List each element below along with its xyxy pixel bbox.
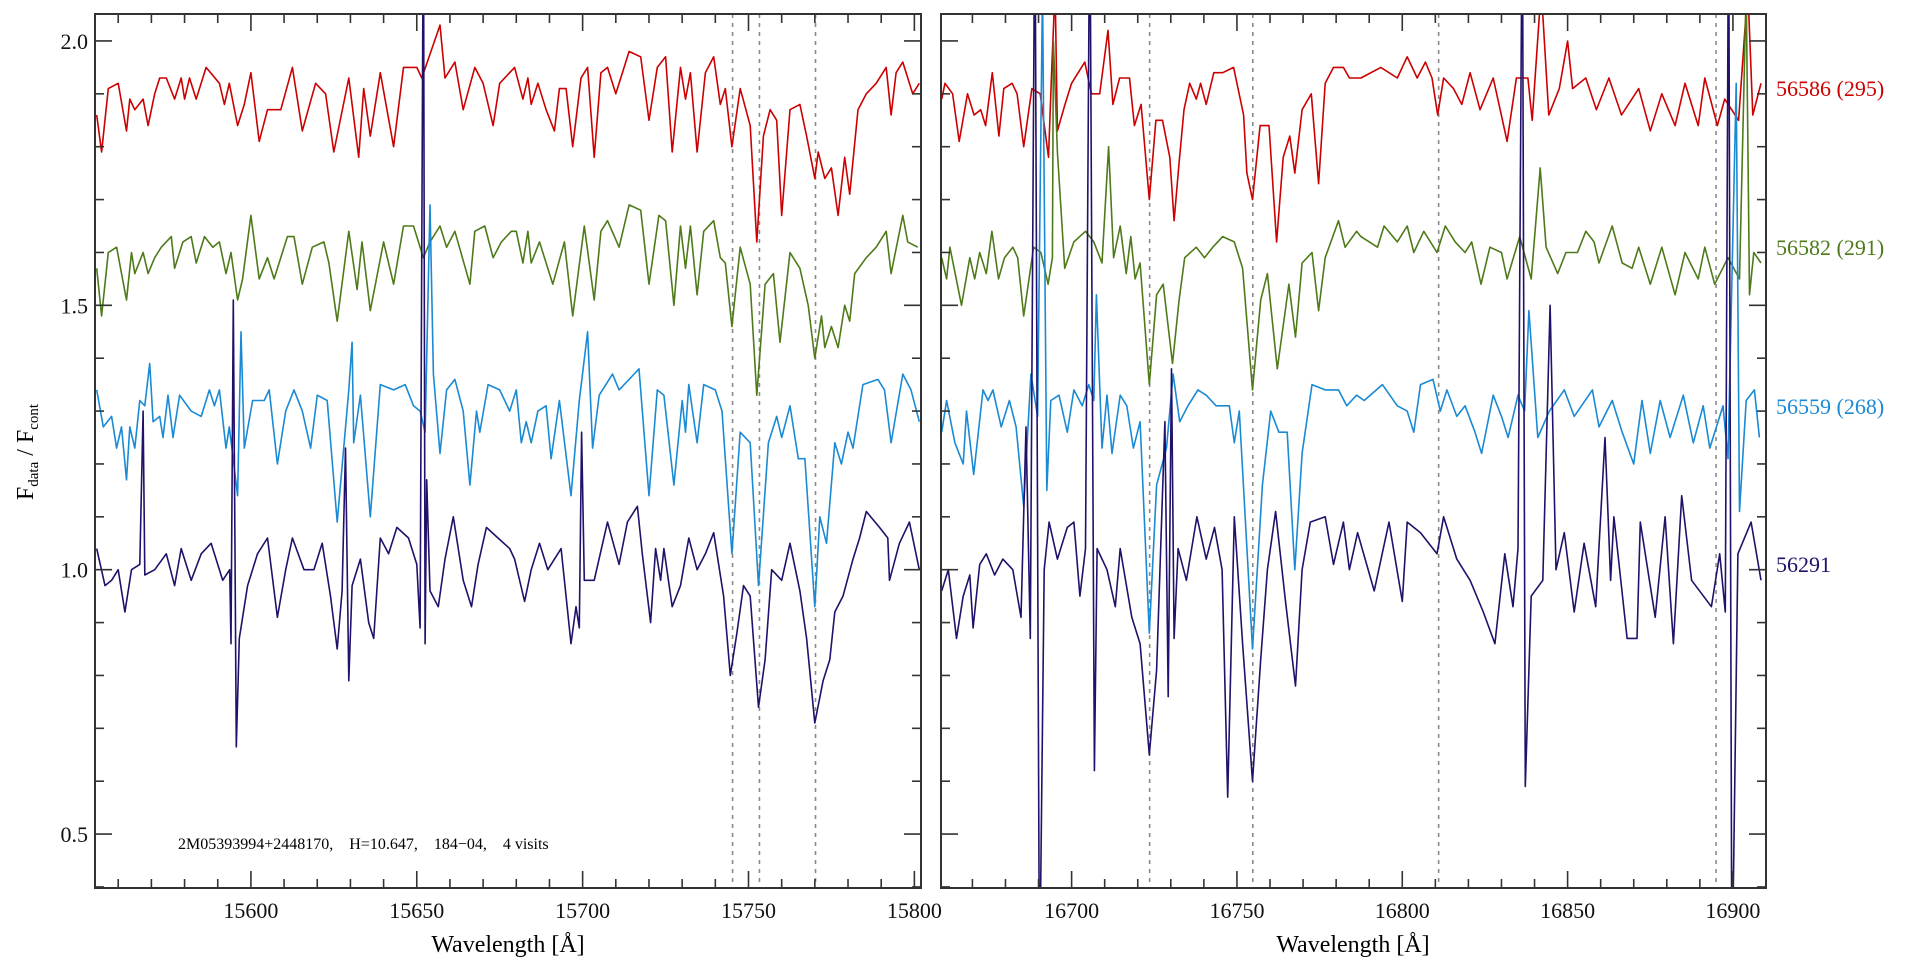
x-tick-label: 15600 (223, 898, 278, 923)
x-tick-label: 16750 (1209, 898, 1264, 923)
x-tick-label: 15800 (887, 898, 942, 923)
series-label-56291: 56291 (1776, 552, 1831, 577)
series-group (95, 14, 921, 748)
y-tick-label: 0.5 (61, 822, 89, 847)
x-tick-label: 16700 (1044, 898, 1099, 923)
x-tick-label: 16850 (1540, 898, 1595, 923)
x-tick-label: 15700 (555, 898, 610, 923)
series-label-56586: 56586 (295) (1776, 76, 1885, 101)
spectrum-line (95, 204, 921, 608)
series-label-56582: 56582 (291) (1776, 235, 1885, 260)
x-tick-label: 15750 (721, 898, 776, 923)
panel-left: 15600 15650 15700 15750 15800 0.5 1.0 1.5 2.0 (61, 13, 942, 923)
x-tick-label: 15650 (389, 898, 444, 923)
y-tick-label: 1.5 (61, 293, 89, 318)
spectrum-line (95, 24, 920, 243)
x-tick-label: 16800 (1375, 898, 1430, 923)
panel-right: 16700 16750 16800 16850 16900 (940, 13, 1767, 923)
axes-frame (940, 13, 1767, 889)
series-group (941, 14, 1762, 888)
y-axis-label: Fdata / Fcont (13, 403, 42, 501)
series-label-56559: 56559 (268) (1776, 394, 1885, 419)
spectrum-line (941, 14, 1762, 243)
y-tick-label: 1.0 (61, 558, 89, 583)
x-axis-label-left: Wavelength [Å] (431, 932, 585, 958)
spectrum-line (941, 14, 1761, 650)
spectrum-line (95, 204, 919, 397)
y-tick-label: 2.0 (61, 29, 89, 54)
spectrum-line (95, 14, 921, 748)
star-annotation: 2M05393994+2448170, H=10.647, 184−04, 4 … (178, 836, 549, 853)
spectrum-line (941, 14, 1762, 391)
spectrum-line (941, 14, 1762, 888)
x-tick-label: 16900 (1705, 898, 1760, 923)
axes-frame (94, 13, 922, 889)
x-axis-label-right: Wavelength [Å] (1276, 932, 1430, 958)
